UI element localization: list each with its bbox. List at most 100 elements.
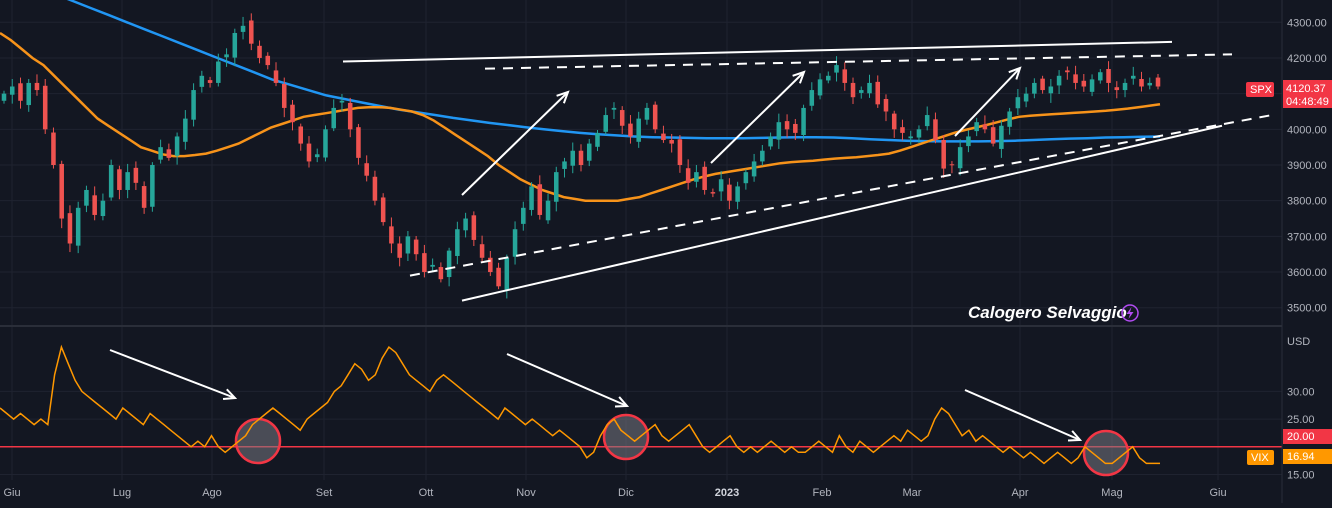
price-axis[interactable]: 4300.004200.004100.004000.003900.003800.…	[1287, 17, 1327, 314]
vix-level-badge: 20.00	[1283, 429, 1332, 444]
vix-axis[interactable]: 30.00 25.00 15.00	[1287, 386, 1315, 481]
lightning-bolt-icon	[1121, 304, 1139, 322]
candle-body	[75, 207, 81, 246]
candle-body	[133, 167, 139, 183]
candle-body	[34, 82, 40, 91]
candle-body	[966, 136, 971, 147]
candle-body	[1089, 79, 1095, 92]
candle-body	[356, 127, 361, 158]
price-tick-label: 3900.00	[1287, 160, 1327, 172]
candle-body	[372, 176, 378, 201]
candle-body	[18, 83, 23, 101]
highlight-circle	[1082, 429, 1130, 477]
ma50-line-group	[0, 31, 1161, 202]
candle-body	[694, 172, 699, 182]
dashed-trendline	[484, 53, 1233, 70]
candle-body	[776, 122, 782, 140]
candle-body	[512, 229, 518, 257]
candle-body	[1040, 78, 1045, 91]
svg-text:20.00: 20.00	[1287, 431, 1315, 443]
candle-body	[298, 126, 304, 144]
candle-body	[413, 239, 419, 255]
candle-body	[1007, 111, 1012, 127]
candle-body	[240, 25, 246, 32]
candle-body	[59, 163, 64, 219]
candle-body	[1023, 93, 1029, 102]
candle-body	[273, 70, 279, 83]
highlight-circle	[602, 413, 650, 461]
candle-body	[438, 267, 444, 280]
candle-body	[166, 149, 172, 158]
candle-body	[1106, 69, 1111, 83]
annotation-arrow-shaft	[710, 71, 805, 164]
time-tick-label: Nov	[516, 487, 536, 499]
svg-text:VIX: VIX	[1251, 452, 1269, 464]
candle-body	[850, 82, 856, 98]
candle-body	[710, 192, 716, 194]
solid-trendline	[461, 124, 1223, 302]
candle-body	[281, 84, 287, 108]
candle-body	[1048, 86, 1054, 94]
candle-body	[108, 165, 114, 198]
candle-body	[331, 107, 336, 129]
candle-body	[389, 226, 394, 244]
candle-body	[562, 161, 567, 169]
candle-body	[1, 93, 7, 101]
candle-body	[554, 172, 559, 202]
candle-body	[760, 150, 765, 162]
candle-body	[117, 169, 122, 190]
candle-body	[743, 172, 749, 184]
candle-body	[735, 186, 740, 202]
candle-body	[867, 82, 872, 94]
candle-body	[347, 102, 353, 130]
svg-text:04:48:49: 04:48:49	[1286, 96, 1329, 108]
price-tick-label: 3700.00	[1287, 231, 1327, 243]
candle-body	[207, 80, 213, 83]
svg-text:SPX: SPX	[1250, 84, 1273, 96]
candle-body	[570, 150, 576, 166]
candle-body	[545, 200, 551, 221]
candle-body	[628, 123, 633, 137]
time-tick-label: Mar	[903, 487, 922, 499]
candle-body	[1081, 80, 1087, 87]
candle-body	[42, 85, 48, 130]
candle-body	[1015, 97, 1021, 109]
vix-panel	[0, 344, 1282, 477]
candle-body	[702, 166, 707, 190]
candle-body	[809, 90, 815, 106]
candle-body	[685, 168, 691, 183]
annotation-arrow-shaft	[954, 67, 1021, 137]
candle-body	[26, 82, 31, 106]
candle-body	[727, 184, 732, 201]
candle-body	[249, 20, 254, 44]
highlight-circle	[234, 417, 282, 465]
candle-body	[949, 164, 955, 166]
candle-body	[826, 75, 831, 81]
candle-body	[891, 113, 897, 130]
candle-body	[677, 139, 683, 165]
candle-body	[834, 65, 839, 73]
spx-price-badge: 4120.37 04:48:49	[1283, 80, 1332, 108]
candle-body	[933, 119, 938, 141]
time-axis[interactable]: Giu Lug Ago Set Ott Nov Dic 2023 Feb Mar Apr Mag Giu	[3, 487, 1226, 499]
price-tick-label: 3500.00	[1287, 303, 1327, 315]
candle-body	[224, 54, 229, 58]
solid-trendline	[342, 40, 1173, 63]
candle-body	[957, 147, 963, 169]
time-tick-label: Dic	[618, 487, 634, 499]
candle-body	[908, 136, 913, 139]
candle-body	[9, 86, 15, 95]
candle-body	[521, 207, 526, 224]
candle-body	[479, 244, 485, 258]
annotation-arrow-head	[1067, 430, 1083, 442]
candle-body	[422, 253, 427, 273]
candle-body	[1032, 82, 1037, 94]
candle-body	[1147, 82, 1153, 86]
candlestick-series	[1, 13, 1161, 299]
candle-body	[603, 115, 608, 132]
candle-body	[199, 75, 205, 87]
candle-body	[339, 100, 345, 103]
time-tick-label: Mag	[1101, 487, 1122, 499]
